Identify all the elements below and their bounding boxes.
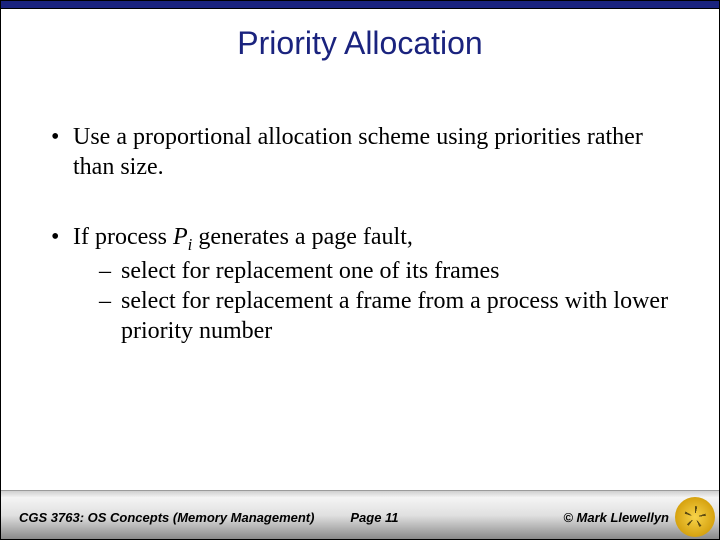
sub-bullet-marker: –: [99, 286, 121, 346]
footer-page-number: Page 11: [350, 510, 398, 525]
bullet-item: • If process Pi generates a page fault, …: [51, 222, 669, 346]
footer-right-group: © Mark Llewellyn: [563, 497, 719, 539]
top-accent-bar: [1, 1, 719, 9]
slide-title: Priority Allocation: [1, 25, 719, 62]
variable-name: P: [173, 224, 188, 250]
footer-course: CGS 3763: OS Concepts (Memory Management…: [19, 510, 314, 525]
bullet-marker: •: [51, 222, 73, 346]
bullet-suffix: generates a page fault,: [192, 224, 413, 250]
sub-bullet-item: – select for replacement one of its fram…: [99, 256, 669, 286]
slide-footer: CGS 3763: OS Concepts (Memory Management…: [1, 495, 719, 539]
sub-bullet-text: select for replacement one of its frames: [121, 256, 669, 286]
footer-copyright: © Mark Llewellyn: [563, 510, 669, 525]
bullet-prefix: If process: [73, 224, 173, 250]
slide: Priority Allocation • Use a proportional…: [0, 0, 720, 540]
bullet-text: Use a proportional allocation scheme usi…: [73, 122, 669, 182]
bullet-text: If process Pi generates a page fault, – …: [73, 222, 669, 346]
sub-bullet-item: – select for replacement a frame from a …: [99, 286, 669, 346]
footer-bar: CGS 3763: OS Concepts (Memory Management…: [1, 495, 719, 539]
ucf-logo-icon: [675, 497, 715, 537]
sub-bullet-marker: –: [99, 256, 121, 286]
sub-bullet-text: select for replacement a frame from a pr…: [121, 286, 669, 346]
slide-content: • Use a proportional allocation scheme u…: [1, 62, 719, 346]
bullet-item: • Use a proportional allocation scheme u…: [51, 122, 669, 182]
sub-bullet-list: – select for replacement one of its fram…: [73, 256, 669, 346]
bullet-marker: •: [51, 122, 73, 182]
